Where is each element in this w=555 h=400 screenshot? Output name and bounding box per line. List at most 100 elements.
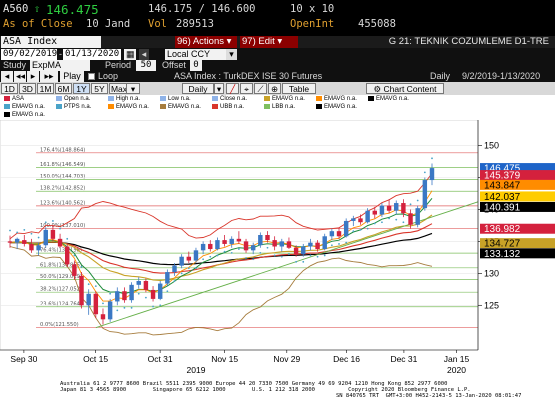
frequency-select[interactable]: Daily [182,83,214,94]
period-button-5y[interactable]: 5Y [91,83,108,94]
psar-dot [388,217,390,220]
fast-forward-icon[interactable]: ▸▸ [40,71,58,82]
play-bar: ◂ ◂◂ ▸ ▸▸ Play Loop ASA Index : TurkDEX … [0,71,555,82]
period-button-3d[interactable]: 3D [19,83,36,94]
annotate-icon[interactable]: ⌖ [240,83,253,94]
rewind-icon[interactable]: ◂◂ [14,71,26,82]
chart-description: ASA Index : TurkDEX ISE 30 Futures [174,71,323,81]
chevron-down-icon[interactable]: ▾ [226,49,237,60]
legend-item: Close n.a. [212,96,247,103]
legend-label: LBB n.a. [272,104,296,111]
psar-dot [416,199,419,202]
psar-dot [187,267,190,270]
legend-item: EMAVG n.a. [316,104,357,111]
loop-checkbox[interactable] [88,73,95,80]
psar-dot [87,283,90,286]
legend-item: Open n.a. [56,96,90,103]
fib-label: 0.0%(121.550) [40,322,79,328]
psar-dot [409,203,412,206]
gear-icon: ⚙ [373,84,382,94]
candle-body [136,281,141,285]
period-button-1y[interactable]: 1Y [73,83,90,94]
candle-body [315,242,320,250]
candle-body [14,238,20,243]
play-button[interactable]: Play [60,71,84,82]
bid-ask: 146.175 / 146.600 [148,3,256,15]
date-range-bar: 09/02/2019 - 01/13/2020 ▦ ◂ Local CCY ▾ [0,48,555,60]
legend-item: UBB n.a. [212,104,244,111]
psar-dot [252,258,255,261]
legend-item: EMAVG n.a. [160,104,201,111]
candle-body [200,243,206,251]
currency-select[interactable]: Local CCY [165,49,237,60]
candle-body [193,250,199,261]
study-select[interactable]: ExpMA [30,60,90,71]
zoom-icon[interactable]: ⊕ [268,83,281,94]
toolbar: ASA Index 96) Actions ▾ 97) Edit ▾ G 21:… [0,36,555,48]
chart-content-button[interactable]: ⚙ Chart Content [366,83,444,94]
psar-dot [152,305,154,308]
legend-swatch [316,96,322,101]
candle-body [265,235,270,241]
line-tool-icon[interactable]: ╱ [226,83,239,94]
candle-body [50,229,56,239]
legend-swatch [212,104,218,109]
period-input[interactable]: 50 [136,60,156,71]
candle-body [22,240,27,244]
page-title: G 21: TEKNIK COZUMLEME D1-TRE [388,36,549,47]
psar-dot [66,237,69,240]
fib-label: 176.4%(148.864) [40,147,85,153]
ccy-left-arrow-icon[interactable]: ◂ [139,49,149,60]
step-forward-icon[interactable]: ▸ [27,71,39,82]
candle-body [250,245,256,251]
ema-8-line [9,197,433,295]
psar-dot [366,227,369,230]
price-badge: 143.847 [480,179,555,191]
calendar-icon[interactable]: ▦ [124,49,136,60]
offset-input[interactable]: 0 [190,60,202,71]
upper-bollinger-line [9,173,433,240]
legend-swatch [56,96,62,101]
legend-label: EMAVG n.a. [12,112,45,119]
price-chart[interactable]: 176.4%(148.864) 161.8%(146.549) 150.0%(144… [0,120,555,380]
fib-label: 100.0%(137.010) [40,223,85,229]
candle-body [322,236,327,250]
legend-swatch [368,96,374,101]
psar-dot [9,229,11,232]
end-date-input[interactable]: 01/13/2020 [63,49,121,60]
legend-item: EMAVG n.a. [264,96,305,103]
period-button-1d[interactable]: 1D [1,83,18,94]
x-tick-label: Nov 15 [211,354,238,364]
table-button[interactable]: Table [282,83,316,94]
period-button-6m[interactable]: 6M [55,83,72,94]
price-badge: 140.391 [480,201,555,213]
trendline-icon[interactable]: ⟋ [254,83,267,94]
price-badge: 146.475 [480,163,555,175]
candle-body [394,203,399,211]
edit-menu[interactable]: 97) Edit ▾ [240,36,298,48]
indicator-lines [9,157,479,336]
psar-dot [180,272,183,275]
candle-body [79,275,84,306]
x-tick-label: Sep 30 [10,354,37,364]
psar-dot [130,306,133,309]
chevron-down-icon[interactable]: ▾ [126,83,140,94]
psar-dot [245,257,247,259]
fib-label: 161.8%(146.549) [40,162,85,168]
legend-label: ASA [12,96,25,103]
psar-dot [16,231,19,234]
candle-body [107,301,113,320]
legend-label: EMAVG n.a. [324,104,357,111]
candle-body [422,180,428,209]
candle-body [150,289,156,299]
step-back-icon[interactable]: ◂ [1,71,13,82]
legend-label: High n.a. [116,96,141,103]
candle-body [372,210,377,215]
security-field[interactable]: ASA Index [1,36,101,48]
actions-menu[interactable]: 96) Actions ▾ [175,36,237,48]
psar-dot [80,266,83,268]
frequency-chevron-icon[interactable]: ▾ [214,83,224,94]
start-date-input[interactable]: 09/02/2019 [1,49,58,60]
period-button-1m[interactable]: 1M [37,83,54,94]
fib-label: 150.0%(144.703) [40,174,85,180]
